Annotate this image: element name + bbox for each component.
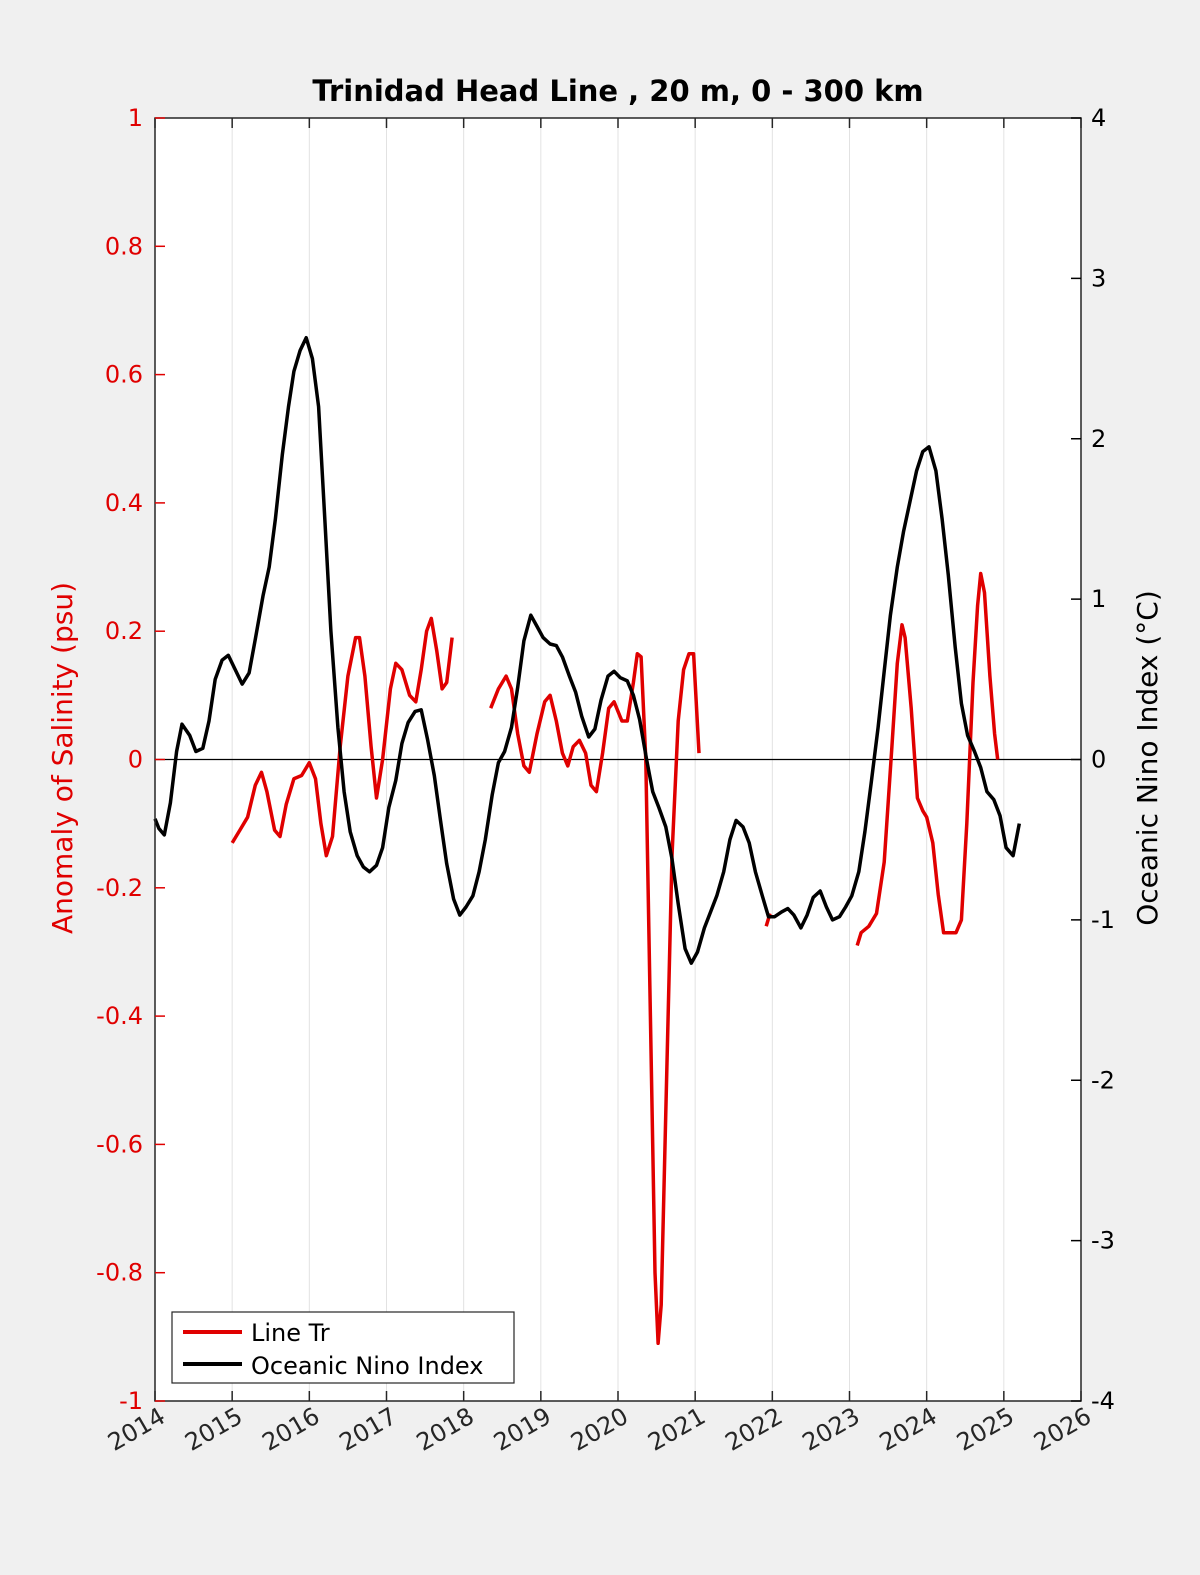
x-tick-label: 2024	[875, 1402, 942, 1457]
x-tick-label: 2019	[489, 1402, 556, 1457]
y-left-tick-label: 0.4	[105, 489, 143, 517]
series-oceanic-nino-index	[153, 335, 1022, 965]
y-right-tick-label: -3	[1091, 1227, 1115, 1255]
y-left-tick-label: 0.8	[105, 232, 143, 260]
legend-label-line-tr: Line Tr	[251, 1319, 330, 1347]
y-right-tick-label: 0	[1091, 746, 1106, 774]
x-tick-label: 2017	[335, 1402, 402, 1457]
x-tick-label: 2022	[720, 1402, 787, 1457]
series-layer	[153, 335, 1022, 1346]
y-left-tick-label: 0	[128, 746, 143, 774]
y-left-tick-label: -0.4	[96, 1002, 143, 1030]
ticks-layer	[154, 117, 1082, 1402]
y-left-tick-label: 0.2	[105, 617, 143, 645]
x-tick-label: 2016	[257, 1402, 324, 1457]
legend-label-oni: Oceanic Nino Index	[251, 1352, 483, 1380]
series-line-tr	[855, 571, 1000, 947]
y-right-tick-label: 4	[1091, 104, 1106, 132]
y-left-tick-label: -0.6	[96, 1130, 143, 1158]
legend: Line Tr Oceanic Nino Index	[171, 1311, 515, 1384]
y-right-tick-label: -1	[1091, 906, 1115, 934]
y-left-tick-label: -0.8	[96, 1259, 143, 1287]
series-line-tr	[489, 651, 701, 1346]
y-right-tick-label: 1	[1091, 585, 1106, 613]
y-axis-right-label: Oceanic Nino Index (°C)	[1131, 590, 1164, 926]
x-tick-label: 2021	[643, 1402, 710, 1457]
x-tick-label: 2026	[1029, 1402, 1096, 1457]
x-tick-label: 2020	[566, 1402, 633, 1457]
y-right-tick-label: 2	[1091, 425, 1106, 453]
y-left-tick-label: -1	[119, 1387, 143, 1415]
y-left-tick-label: 1	[128, 104, 143, 132]
y-axis-left-label: Anomaly of Salinity (psu)	[46, 582, 79, 934]
x-tick-label: 2015	[180, 1402, 247, 1457]
y-right-tick-label: 3	[1091, 264, 1106, 292]
y-right-tick-label: -2	[1091, 1066, 1115, 1094]
x-tick-label: 2025	[952, 1402, 1019, 1457]
x-tick-label: 2023	[798, 1402, 865, 1457]
y-left-tick-label: 0.6	[105, 361, 143, 389]
y-left-tick-label: -0.2	[96, 874, 143, 902]
y-right-tick-label: -4	[1091, 1387, 1115, 1415]
x-tick-label: 2018	[412, 1402, 479, 1457]
legend-box	[171, 1311, 515, 1384]
chart-title: Trinidad Head Line , 20 m, 0 - 300 km	[312, 74, 923, 108]
series-line-tr	[230, 616, 454, 858]
